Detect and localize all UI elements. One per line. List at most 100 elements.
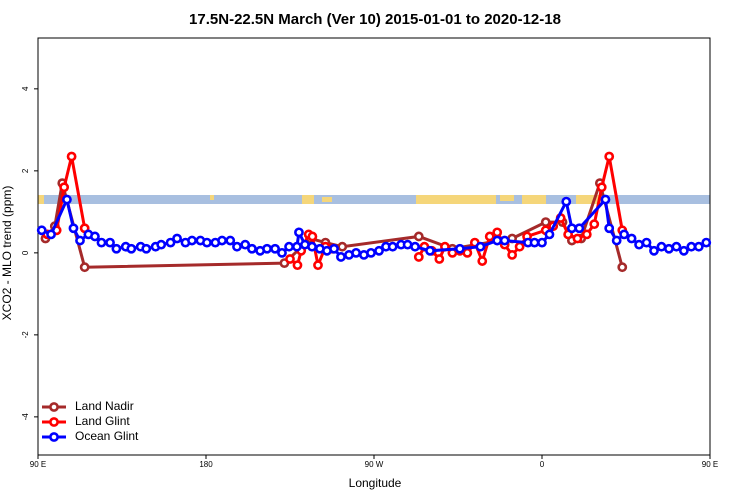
data-point <box>374 245 384 256</box>
data-point <box>649 245 659 256</box>
y-tick-label: -4 <box>21 413 30 421</box>
data-point <box>600 194 611 205</box>
legend-marker <box>49 417 59 427</box>
data-point <box>617 262 628 273</box>
legend-marker <box>49 402 59 412</box>
data-point <box>626 233 637 244</box>
data-point <box>514 241 525 252</box>
data-point <box>46 229 56 240</box>
data-point <box>664 243 674 254</box>
data-point <box>425 245 435 256</box>
y-axis-label: XCO2 - MLO trend (ppm) <box>0 186 14 321</box>
data-point <box>619 229 630 240</box>
data-point <box>336 252 346 262</box>
data-point <box>172 233 182 244</box>
data-point <box>240 239 251 250</box>
data-point <box>499 235 510 246</box>
data-point <box>307 231 318 242</box>
land-band <box>302 195 314 204</box>
data-point <box>484 231 495 242</box>
data-point <box>671 241 682 252</box>
data-point <box>156 239 167 250</box>
data-point <box>604 151 615 162</box>
data-point <box>59 182 70 193</box>
data-point <box>68 223 79 234</box>
data-point <box>111 243 122 254</box>
data-point <box>329 243 339 254</box>
data-point <box>604 223 615 234</box>
data-point <box>277 247 287 258</box>
data-point <box>66 151 77 162</box>
data-point <box>434 254 445 264</box>
data-point <box>492 235 503 246</box>
data-point <box>701 237 712 248</box>
data-point <box>284 241 294 252</box>
data-point <box>294 227 304 238</box>
data-point <box>529 237 540 248</box>
y-tick-label: 0 <box>21 250 30 255</box>
data-point <box>413 231 424 242</box>
data-point <box>217 235 227 246</box>
data-point <box>351 247 361 258</box>
data-point <box>537 237 547 248</box>
data-point <box>79 262 90 273</box>
data-point <box>454 243 465 254</box>
data-point <box>574 223 585 234</box>
data-point <box>402 239 413 250</box>
data-point <box>492 227 503 238</box>
data-point <box>596 182 607 193</box>
x-tick-label: 90 E <box>702 460 718 469</box>
data-point <box>337 241 348 252</box>
land-band <box>576 195 600 204</box>
data-point <box>262 243 272 254</box>
data-point <box>678 245 689 256</box>
legend-label: Ocean Glint <box>75 429 139 443</box>
data-point <box>686 241 697 252</box>
data-point <box>105 237 115 248</box>
land-band <box>322 197 332 202</box>
data-point <box>656 241 667 252</box>
data-point <box>540 217 551 228</box>
data-point <box>75 235 85 246</box>
data-point <box>126 243 137 254</box>
data-point <box>165 237 176 248</box>
y-tick-label: -2 <box>21 331 30 339</box>
data-point <box>581 229 592 240</box>
data-point <box>292 241 302 252</box>
data-point <box>96 237 107 248</box>
data-point <box>611 235 622 246</box>
ocean-band <box>38 195 710 204</box>
data-point <box>410 241 420 252</box>
data-point <box>36 225 47 236</box>
data-point <box>475 241 486 252</box>
y-tick-label: 2 <box>21 168 30 173</box>
data-point <box>247 243 257 254</box>
land-band <box>500 195 514 201</box>
data-point <box>366 247 376 258</box>
x-tick-label: 0 <box>540 460 545 469</box>
data-point <box>641 237 652 248</box>
legend-marker <box>49 432 59 442</box>
data-point <box>285 254 295 264</box>
data-point <box>462 247 473 258</box>
data-point <box>387 241 398 252</box>
data-point <box>187 235 197 246</box>
data-point <box>561 196 572 207</box>
y-tick-label: 4 <box>21 86 30 91</box>
x-tick-label: 90 W <box>365 460 384 469</box>
legend-label: Land Nadir <box>75 399 134 413</box>
chart-title: 17.5N-22.5N March (Ver 10) 2015-01-01 to… <box>189 11 561 28</box>
x-tick-label: 180 <box>199 460 213 469</box>
land-band <box>522 195 546 204</box>
data-point <box>572 233 583 244</box>
data-point <box>225 235 236 246</box>
data-point <box>634 239 644 250</box>
data-point <box>566 223 577 234</box>
land-band <box>210 195 214 200</box>
data-point <box>413 252 424 262</box>
data-point <box>270 243 280 254</box>
data-point <box>589 219 600 230</box>
data-point <box>292 260 303 271</box>
data-point <box>232 241 242 252</box>
